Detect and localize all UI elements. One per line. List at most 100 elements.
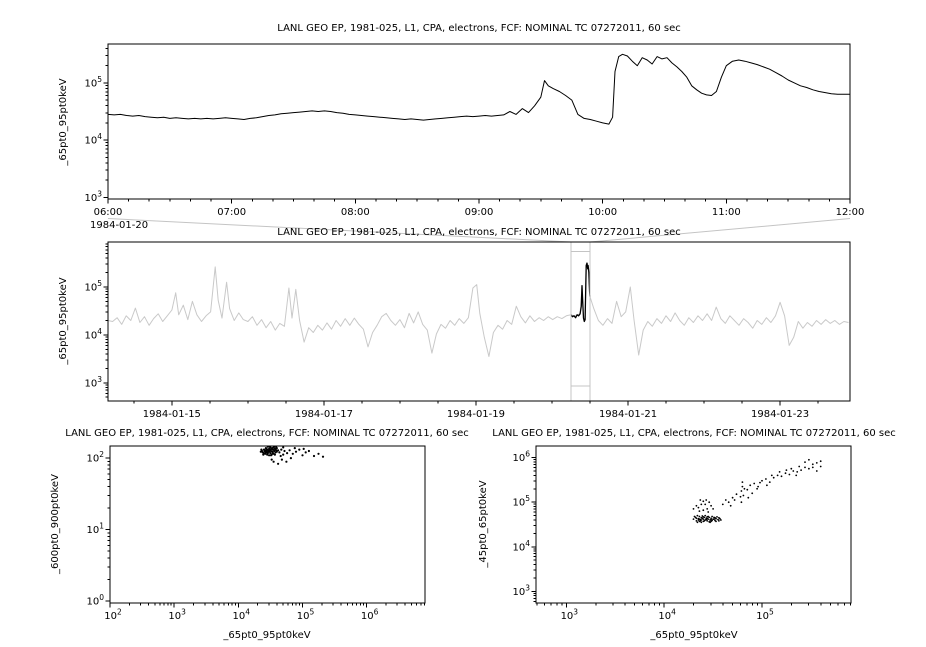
scatter-point [808, 467, 810, 470]
scatter-point [757, 485, 759, 488]
scatter-point [756, 487, 758, 490]
scatter-point [269, 448, 272, 451]
scatter-point [702, 516, 705, 518]
context-timeseries-series-0 [108, 262, 849, 357]
scatter-600pt0-900pt0-data-area[interactable] [259, 446, 325, 465]
plot-frame[interactable] [109, 445, 426, 604]
scatter-point [282, 453, 285, 456]
scatter-point [788, 473, 791, 476]
scatter-point [280, 458, 283, 461]
axis-tick-label: 10:00 [588, 207, 617, 218]
scatter-point [709, 521, 711, 524]
scatter-point [808, 458, 810, 461]
scatter-point [705, 499, 708, 501]
x-axis-label: _65pt0_95pt0keV [222, 630, 310, 641]
scatter-point [707, 511, 710, 513]
scatter-point [710, 518, 712, 521]
scatter-point [304, 451, 307, 454]
scatter-point [700, 503, 703, 506]
scatter-point [269, 452, 272, 455]
zoom-connector-line [589, 218, 851, 243]
scatter-point [302, 447, 305, 450]
scatter-point [776, 474, 779, 477]
scatter-point [800, 469, 802, 471]
axis-tick-label: 11:00 [712, 207, 741, 218]
scatter-point [815, 470, 818, 472]
y-axis-label: _45pt0_65pt0keV [478, 480, 489, 568]
scatter-point [704, 503, 707, 506]
scatter-point [753, 482, 756, 485]
scatter-point [307, 449, 310, 453]
scatter-point [741, 485, 744, 488]
axis-tick-label: 1984-01-21 [599, 409, 657, 420]
axis-tick-label: 1984-01-23 [751, 409, 809, 420]
chart-title: LANL GEO EP, 1981-025, L1, CPA, electron… [277, 227, 680, 238]
scatter-point [700, 519, 703, 521]
scatter-point [785, 469, 788, 471]
scatter-point [707, 515, 710, 518]
scatter-point [719, 517, 721, 520]
scatter-point [268, 450, 271, 453]
context-timeseries-data-area[interactable] [108, 262, 849, 357]
scatter-point [289, 457, 292, 460]
scatter-45pt0-65pt0-plot: 103 104 105 103 104 105 106 LANL GEO EP, 1981-0… [478, 428, 896, 641]
plot-frame[interactable] [107, 43, 851, 200]
scatter-point [293, 447, 296, 450]
axis-tick-label: 106 [512, 450, 530, 465]
scatter-45pt0-65pt0-data-area[interactable] [692, 458, 822, 524]
y-axis-label: _65pt0_95pt0keV [58, 277, 69, 365]
scatter-point [275, 450, 278, 453]
top-timeseries-plot: 06:00 07:00 08:00 09:00 10:00 11:00 12:00 103 10… [58, 23, 864, 231]
scatter-point [270, 458, 273, 461]
scatter-point [819, 465, 822, 468]
scatter-point [706, 517, 709, 520]
scatter-point [698, 510, 701, 512]
plot-frame[interactable] [107, 241, 851, 402]
axis-tick-label: 104 [84, 327, 102, 342]
axis-tick-label: 103 [561, 608, 579, 623]
scatter-point [741, 481, 744, 483]
scatter-point [268, 454, 271, 457]
scatter-point [710, 517, 712, 520]
scatter-point [259, 450, 262, 453]
scatter-point [727, 501, 730, 504]
axis-tick-label: 104 [512, 539, 530, 554]
scatter-point [698, 518, 701, 520]
scatter-point [796, 471, 799, 473]
scatter-point [733, 499, 736, 501]
axis-tick-label: 12:00 [836, 207, 865, 218]
scatter-point [765, 478, 767, 480]
scatter-point [792, 470, 795, 472]
scatter-point [280, 448, 283, 451]
scatter-point [317, 452, 320, 455]
scatter-point [735, 493, 738, 496]
scatter-point [702, 509, 705, 512]
chart-title: LANL GEO EP, 1981-025, L1, CPA, electron… [277, 23, 680, 34]
scatter-point [275, 446, 278, 449]
scatter-point [710, 504, 712, 507]
scatter-point [701, 517, 704, 520]
axis-tick-label: 103 [84, 375, 102, 390]
axis-tick-label: 105 [512, 494, 530, 509]
scatter-point [740, 501, 743, 504]
scatter-point [271, 447, 274, 450]
scatter-point [772, 476, 775, 479]
scatter-point [778, 471, 781, 473]
top-timeseries-data-area[interactable] [108, 53, 850, 125]
scatter-point [746, 488, 749, 491]
axis-tick-label: 105 [297, 608, 315, 623]
axis-date-label: 1984-01-20 [90, 220, 148, 231]
scatter-point [285, 460, 288, 463]
scatter-point [819, 460, 822, 463]
scatter-point [720, 519, 722, 521]
scatter-point [706, 508, 709, 510]
axis-tick-label: 06:00 [94, 207, 123, 218]
axis-tick-label: 104 [658, 608, 676, 623]
scatter-point [815, 462, 818, 464]
plot-frame[interactable] [535, 445, 852, 604]
scatter-point [277, 449, 280, 452]
axis-tick-label: 100 [86, 593, 104, 608]
scatter-point [804, 461, 806, 463]
scatter-point [321, 455, 325, 458]
